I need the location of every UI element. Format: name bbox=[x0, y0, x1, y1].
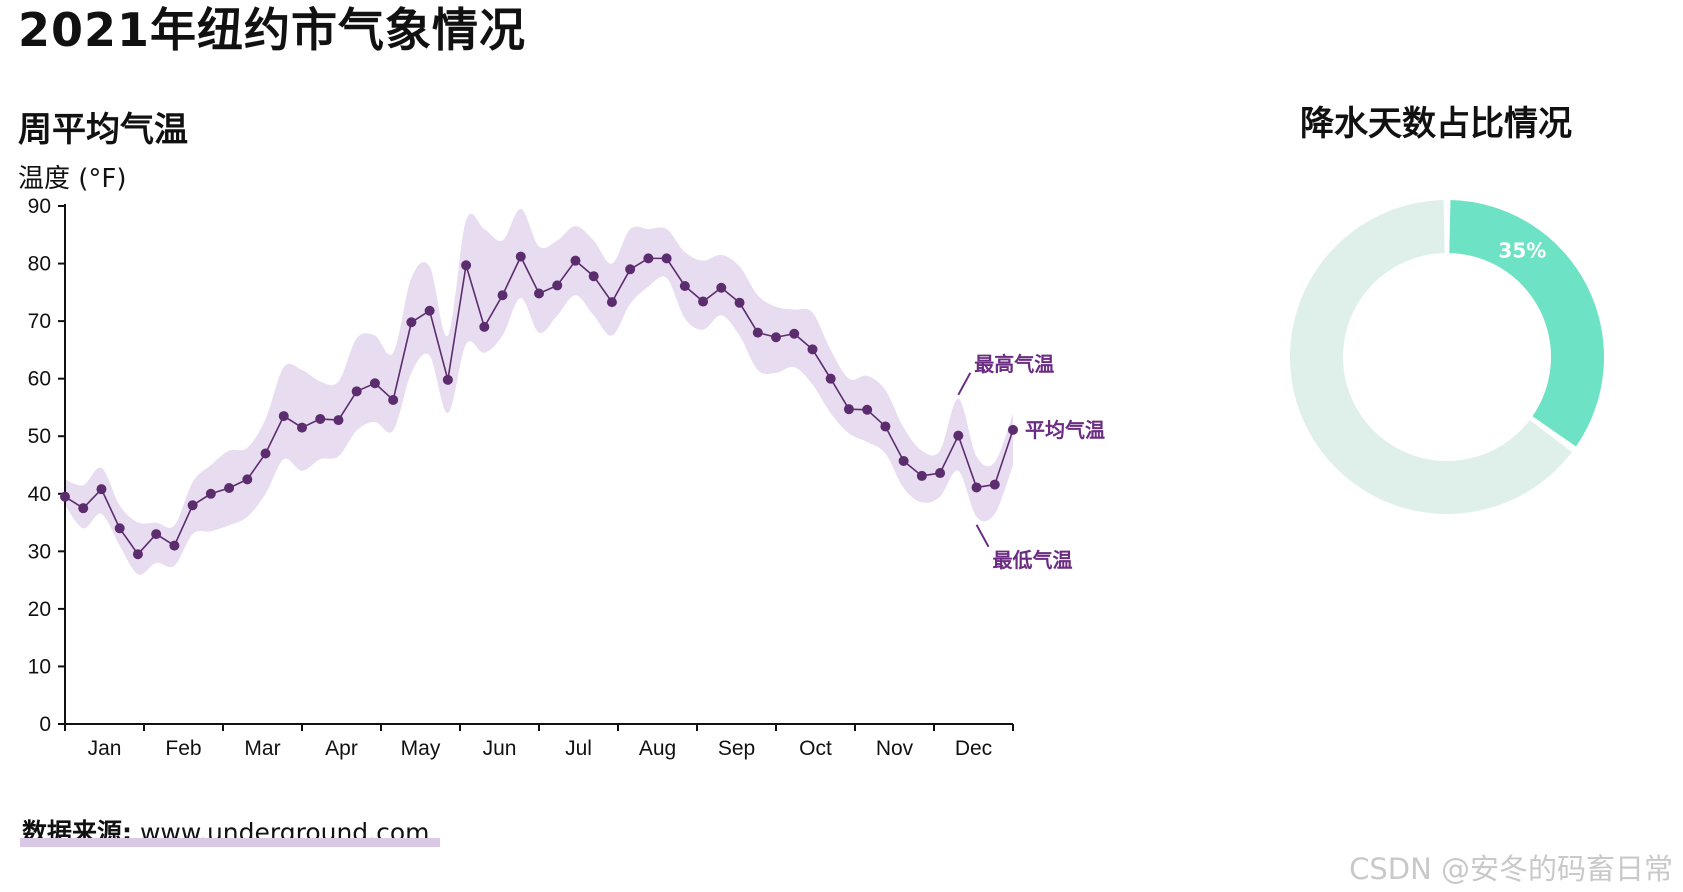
average-temperature-point bbox=[151, 529, 162, 540]
average-temperature-point bbox=[132, 549, 143, 560]
x-tick-label-may: May bbox=[401, 737, 441, 760]
average-temperature-point bbox=[752, 327, 763, 338]
y-tick-label: 70 bbox=[28, 310, 51, 333]
average-temperature-point bbox=[698, 296, 709, 307]
average-temperature-point bbox=[205, 488, 216, 499]
y-tick-label: 50 bbox=[28, 425, 51, 448]
source-underline bbox=[20, 838, 440, 847]
y-tick-label: 20 bbox=[28, 598, 51, 621]
x-tick-label-dec: Dec bbox=[955, 737, 992, 760]
average-temperature-point bbox=[843, 404, 854, 415]
average-temperature-point bbox=[898, 455, 909, 466]
x-tick-label-jul: Jul bbox=[565, 737, 592, 760]
average-temperature-point bbox=[570, 255, 581, 266]
donut-slice-no-precipitation bbox=[1289, 200, 1572, 515]
average-temperature-point bbox=[734, 297, 745, 308]
average-temperature-point bbox=[406, 317, 417, 328]
average-temperature-point bbox=[534, 288, 544, 299]
average-temperature-point bbox=[515, 251, 526, 262]
average-temperature-point bbox=[242, 474, 253, 485]
average-temperature-point bbox=[1008, 424, 1018, 435]
average-temperature-point bbox=[989, 479, 1000, 490]
average-temperature-point bbox=[351, 386, 362, 397]
max-annotation-leader bbox=[957, 372, 972, 396]
average-temperature-point bbox=[716, 282, 727, 293]
x-tick-label-aug: Aug bbox=[639, 737, 676, 760]
average-temperature-point bbox=[825, 373, 836, 384]
average-temperature-point bbox=[78, 503, 89, 514]
average-temperature-point bbox=[461, 260, 472, 271]
average-temperature-point bbox=[916, 470, 927, 481]
page-title: 2021年纽约市气象情况 bbox=[18, 3, 527, 57]
y-tick-label: 10 bbox=[28, 655, 51, 678]
average-temperature-point bbox=[315, 413, 326, 424]
average-temperature-point bbox=[880, 421, 891, 432]
average-temperature-point bbox=[278, 411, 289, 422]
average-temperature-point bbox=[588, 271, 599, 282]
average-temperature-point bbox=[260, 448, 271, 459]
average-temperature-point bbox=[935, 468, 946, 479]
min-annotation-leader bbox=[975, 524, 990, 548]
x-tick-label-oct: Oct bbox=[799, 737, 832, 760]
watermark: CSDN @安冬的码畜日常 bbox=[1349, 852, 1673, 886]
average-temperature-annotation: 平均气温 bbox=[1025, 418, 1105, 442]
average-temperature-point bbox=[96, 484, 107, 495]
y-tick-label: 60 bbox=[28, 368, 51, 391]
temperature-range-band bbox=[65, 208, 1013, 575]
average-temperature-point bbox=[60, 491, 70, 502]
average-temperature-point bbox=[424, 305, 435, 316]
average-temperature-point bbox=[224, 483, 235, 494]
max-temperature-annotation: 最高气温 bbox=[974, 352, 1054, 376]
average-temperature-point bbox=[297, 422, 307, 433]
average-temperature-point bbox=[442, 374, 453, 385]
average-temperature-point bbox=[479, 321, 490, 332]
average-temperature-point bbox=[169, 540, 180, 551]
average-temperature-point bbox=[661, 253, 672, 264]
average-temperature-point bbox=[333, 415, 344, 426]
y-tick-label: 80 bbox=[28, 253, 51, 276]
min-temperature-annotation: 最低气温 bbox=[993, 548, 1073, 572]
average-temperature-point bbox=[862, 404, 873, 415]
x-tick-label-nov: Nov bbox=[876, 737, 914, 760]
average-temperature-point bbox=[771, 332, 781, 343]
average-temperature-point bbox=[552, 280, 563, 291]
temperature-y-axis-label: 温度 (°F) bbox=[18, 164, 127, 194]
y-tick-label: 40 bbox=[28, 483, 51, 506]
precipitation-chart-title: 降水天数占比情况 bbox=[1300, 104, 1572, 144]
average-temperature-point bbox=[388, 394, 399, 405]
donut-slice-precipitation bbox=[1449, 200, 1604, 447]
y-tick-label: 30 bbox=[28, 540, 51, 563]
average-temperature-point bbox=[643, 253, 654, 264]
x-tick-label-jun: Jun bbox=[483, 737, 517, 760]
x-tick-label-mar: Mar bbox=[244, 737, 280, 760]
average-temperature-point bbox=[679, 281, 690, 292]
y-tick-label: 0 bbox=[39, 713, 51, 736]
average-temperature-point bbox=[953, 430, 964, 441]
donut-slice-label: 35% bbox=[1498, 238, 1546, 262]
average-temperature-point bbox=[497, 290, 508, 301]
average-temperature-point bbox=[606, 297, 617, 308]
average-temperature-point bbox=[114, 523, 125, 534]
temperature-chart-title: 周平均气温 bbox=[18, 110, 188, 150]
average-temperature-point bbox=[625, 264, 636, 275]
average-temperature-point bbox=[807, 344, 818, 355]
x-tick-label-apr: Apr bbox=[325, 737, 358, 760]
x-tick-label-jan: Jan bbox=[88, 737, 122, 760]
x-tick-label-sep: Sep bbox=[718, 737, 755, 760]
average-temperature-point bbox=[187, 500, 198, 511]
x-tick-label-feb: Feb bbox=[165, 737, 201, 760]
y-tick-label: 90 bbox=[28, 195, 51, 218]
average-temperature-point bbox=[971, 482, 982, 493]
average-temperature-point bbox=[789, 328, 800, 339]
average-temperature-point bbox=[369, 378, 380, 389]
